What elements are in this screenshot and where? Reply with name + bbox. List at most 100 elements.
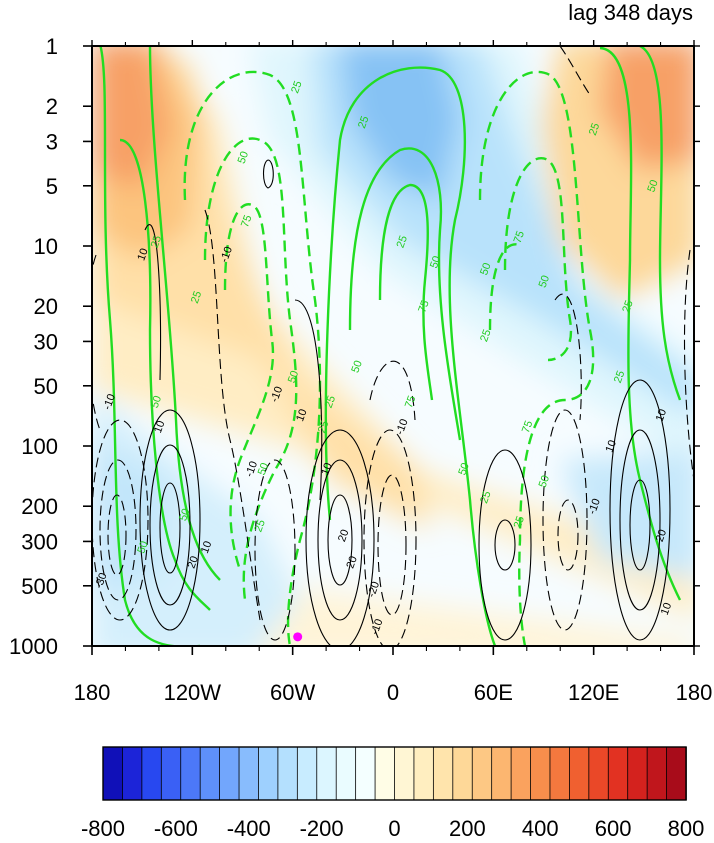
black-contour-label: 10 [659,601,674,617]
y-tick-label: 300 [21,529,58,554]
black-contour-positive [494,519,516,571]
black-contour-negative [92,419,149,621]
black-contour-negative [369,360,416,421]
colorbar-swatch [277,746,299,801]
green-contour-label: 25 [289,79,304,95]
colorbar-swatch [296,746,318,801]
cool-region-lower-west-inner [92,440,170,600]
green-contour-solid [348,147,462,441]
black-contour-positive [619,429,661,611]
x-axis: 180 120W 60W 0 60E 120E 180 [74,40,713,705]
black-contour-negative [254,459,296,641]
colorbar-tick-label: 600 [595,816,632,838]
black-contour-label: -10 [218,245,235,264]
black-contour-negative [107,494,127,576]
y-tick-label: 1 [46,34,58,59]
x-tick-label: 0 [387,680,399,705]
colorbar-swatch [666,746,687,801]
green-contour-label: 50 [149,394,164,410]
colorbar-swatch [199,746,221,801]
colorbar-swatch [627,746,648,801]
colorbar-swatch [530,746,551,801]
black-contour-label: -10 [369,617,386,636]
green-contours [99,46,682,646]
colorbar-swatch [219,746,240,801]
marker-layer [293,632,303,642]
colorbar-swatch [394,746,415,801]
colorbar-swatch [102,746,124,801]
green-contour-label: 25 [395,234,410,250]
black-contour-negative [559,46,591,96]
green-contour-label: 25 [478,490,493,506]
green-contour-solid [99,46,200,646]
colorbar-swatch [141,746,163,801]
green-contour-label: 25 [323,394,338,410]
colorbar-swatch [510,746,532,801]
colorbar-swatch [355,746,376,801]
green-contour-label: 25 [189,290,204,306]
black-contour-positive [139,409,201,631]
x-tick-label: 180 [676,680,713,705]
black-contour-positive [144,224,162,381]
colorbar-swatch [316,746,337,801]
green-contour-labels: 25 50 75 25 25 50 50 50 25 50 50 25 25 25 50 75 50 25 75 50… [135,79,660,556]
colorbar-swatch [180,746,201,801]
cool-region-lower-west [92,390,300,646]
green-contour-solid [324,66,497,646]
black-contour-negative [542,409,588,631]
green-contour-label: 50 [349,359,364,375]
black-contour-positive [478,449,532,641]
black-contour-label: -10 [586,497,603,516]
green-contour-solid [119,138,211,611]
green-contour-solid [378,183,434,401]
green-contour-label: 25 [316,419,331,435]
colorbar-tick-label: 800 [668,816,705,838]
y-tick-label: 50 [34,374,58,399]
colorbar: -800 -600 -400 -200 0 200 400 600 800 [81,746,705,841]
black-contour-label: -10 [269,385,286,404]
green-contour-label: 75 [403,394,418,410]
y-tick-label: 1000 [9,634,58,659]
black-contour-label: 10 [604,439,619,455]
y-tick-label: 3 [46,129,58,154]
colorbar-tick-label: 200 [449,816,486,838]
x-tick-label: 120W [164,680,222,705]
colorbar-swatch [471,746,493,801]
colorbar-swatch [258,746,279,801]
black-contour-negative [363,429,417,646]
y-tick-label: 200 [21,494,58,519]
colorbar-swatch [452,746,474,801]
black-contour-negative [99,459,137,601]
colorbar-tick-label: -800 [81,816,125,838]
cool-region-lower-east [560,450,694,579]
green-contour-label: 50 [177,507,192,523]
colorbar-swatch [432,746,454,801]
plot-area: 25 50 75 25 25 50 50 50 25 50 50 25 25 25 50 75 50 25 75 50… [92,46,694,646]
black-contour-positive [159,482,181,574]
colorbar-swatch [413,746,435,801]
green-contour-label: 75 [239,214,254,230]
colorbar-swatch [491,746,512,801]
green-contour-label: 50 [478,261,493,277]
y-tick-label: 500 [21,574,58,599]
x-tick-label: 180 [74,680,111,705]
green-contour-label: 50 [135,540,150,556]
green-contour-dashed [503,157,573,362]
colorbar-swatch [335,746,357,801]
black-contour-negative [377,474,407,616]
black-contour-label: -10 [394,417,411,436]
green-contour-label: 50 [256,461,271,477]
x-tick-label: 120E [568,680,619,705]
black-contour-negative [204,209,261,621]
green-contour-label: 25 [478,328,493,344]
black-contour-label: 20 [654,528,669,544]
colorbar-tick-label: -600 [154,816,198,838]
colorbar-swatch [238,746,260,801]
green-contour-label: 50 [236,150,251,166]
black-contour-label: -10 [101,392,118,411]
green-contour-label: 50 [645,178,660,194]
black-contour-label: -10 [243,460,260,479]
